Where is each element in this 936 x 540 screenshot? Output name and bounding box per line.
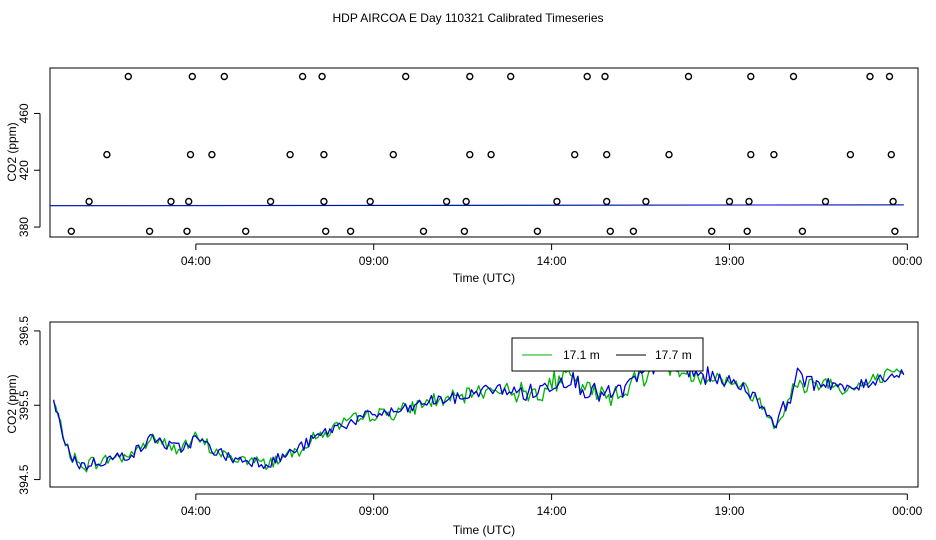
- calibration-point: [887, 150, 895, 159]
- panel1-x-tick-label: 09:00: [359, 254, 389, 268]
- legend: 17.1 m 17.7 m: [511, 337, 704, 372]
- panel2-ylabel: CO2 (ppm): [5, 374, 19, 433]
- calibration-point: [798, 227, 807, 236]
- panel1-y-axis: 380 420 460: [17, 103, 41, 237]
- calibration-point: [67, 227, 76, 236]
- panel2-frame: [49, 321, 919, 488]
- calibration-point: [85, 197, 93, 206]
- panel2-y-tick-label: 396.5: [17, 316, 31, 346]
- calibration-point: [145, 227, 154, 236]
- calibration-point: [583, 72, 591, 81]
- panel1-y-tick-label: 380: [17, 217, 31, 237]
- calibration-point: [389, 150, 397, 159]
- panel1-x-tick-label: 19:00: [714, 254, 744, 268]
- panel2-y-axis: 394.5 395.5 396.5: [17, 316, 41, 495]
- panel2-x-tick-label: 09:00: [359, 504, 389, 518]
- panel2-x-tick-label: 19:00: [714, 504, 744, 518]
- panel2-series-lines: [52, 338, 905, 473]
- panel1-y-tick-label: 420: [17, 160, 31, 180]
- calibration-panel: 04:00 09:00 14:00 19:00 00:00 380 420 460 Time…: [5, 67, 923, 285]
- figure-title: HDP AIRCOA E Day 110321 Calibrated Times…: [332, 11, 603, 25]
- calibration-point: [770, 150, 778, 159]
- calibration-point: [322, 227, 330, 236]
- calibration-point: [725, 197, 734, 206]
- calibration-point: [866, 72, 874, 81]
- timeseries-panel: 04:00 09:00 14:00 19:00 00:00 394.5 395.5 396.…: [5, 316, 923, 537]
- calibration-point: [603, 150, 611, 159]
- calibration-point: [442, 197, 451, 206]
- calibration-point: [571, 150, 579, 159]
- calibration-point: [747, 72, 755, 81]
- calibration-point: [684, 72, 693, 81]
- panel1-x-tick-label: 00:00: [892, 254, 922, 268]
- calibration-point: [266, 197, 275, 206]
- calibration-point: [745, 197, 753, 206]
- calibration-point: [466, 72, 474, 81]
- calibration-point: [320, 150, 328, 159]
- calibration-point: [507, 72, 515, 81]
- calibration-point: [184, 197, 193, 206]
- panel1-x-tick-label: 14:00: [537, 254, 567, 268]
- calibration-point: [601, 72, 609, 81]
- calibration-point: [533, 227, 542, 236]
- calibration-point: [743, 227, 751, 236]
- calibration-point: [460, 227, 469, 236]
- calibration-point: [220, 72, 229, 81]
- panel2-x-tick-label: 14:00: [537, 504, 567, 518]
- panel2-xlabel: Time (UTC): [453, 523, 515, 537]
- panel1-series-17-7-m: [49, 204, 904, 207]
- legend-label-17-7m: 17.7 m: [655, 348, 692, 362]
- calibration-point: [885, 72, 894, 81]
- calibration-point: [789, 72, 798, 81]
- panel1-ylabel: CO2 (ppm): [5, 122, 19, 181]
- panel1-frame: [49, 67, 919, 238]
- calibration-point: [487, 150, 495, 159]
- calibration-point: [603, 197, 611, 206]
- calibration-point: [186, 150, 195, 159]
- calibration-point: [103, 150, 111, 159]
- panel1-x-tick-label: 04:00: [181, 254, 211, 268]
- calibration-point: [889, 197, 897, 206]
- calibration-point: [124, 72, 133, 81]
- calibration-point: [821, 197, 830, 206]
- calibration-point: [466, 150, 474, 159]
- calibration-point: [642, 197, 650, 206]
- panel2-x-axis: 04:00 09:00 14:00 19:00 00:00: [181, 493, 923, 518]
- calibration-point: [183, 227, 191, 236]
- calibration-point: [419, 227, 428, 236]
- panel2-series-17-7-m: [52, 353, 905, 471]
- calibration-point: [708, 227, 716, 236]
- calibration-point: [366, 197, 374, 206]
- panel2-x-tick-label: 00:00: [892, 504, 922, 518]
- calibration-point: [320, 197, 328, 206]
- calibration-point: [891, 227, 899, 236]
- calibration-point: [241, 227, 250, 236]
- calibration-point: [298, 72, 307, 81]
- calibration-point: [188, 72, 197, 81]
- calibration-point: [167, 197, 175, 206]
- calibration-point: [286, 150, 294, 159]
- legend-label-17-1m: 17.1 m: [563, 348, 600, 362]
- panel2-x-tick-label: 04:00: [181, 504, 211, 518]
- calibration-point: [462, 197, 470, 206]
- panel1-series-lines: [49, 204, 904, 207]
- panel1-xlabel: Time (UTC): [453, 271, 515, 285]
- calibration-point: [402, 72, 410, 81]
- calibration-point: [629, 227, 638, 236]
- panel1-x-axis: 04:00 09:00 14:00 19:00 00:00: [181, 243, 923, 268]
- calibration-point: [346, 227, 355, 236]
- panel1-calibration-points: [67, 72, 899, 236]
- calibration-point: [318, 72, 326, 81]
- calibration-point: [665, 150, 673, 159]
- calibration-point: [208, 150, 216, 159]
- calibration-point: [606, 227, 614, 236]
- calibration-point: [747, 150, 755, 159]
- panel1-y-tick-label: 460: [17, 103, 31, 123]
- panel2-series-17-1-m: [53, 338, 904, 473]
- calibration-point: [553, 197, 561, 206]
- calibration-point: [846, 150, 855, 159]
- panel2-y-tick-label: 395.5: [17, 390, 31, 420]
- panel2-y-tick-label: 394.5: [17, 464, 31, 494]
